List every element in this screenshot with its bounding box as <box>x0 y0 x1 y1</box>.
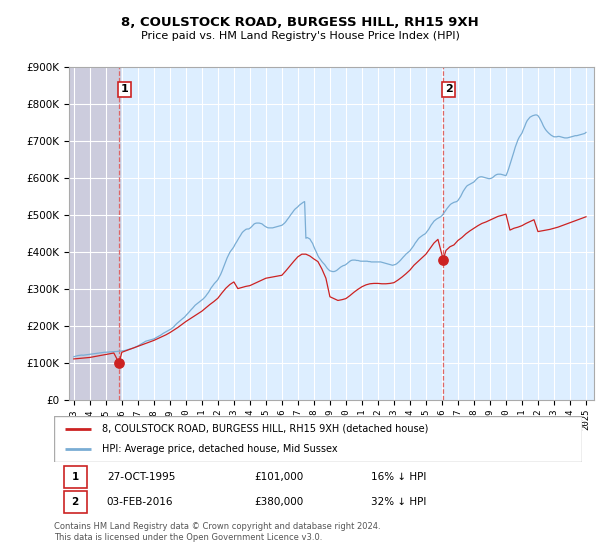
Text: £380,000: £380,000 <box>254 497 304 507</box>
Text: 32% ↓ HPI: 32% ↓ HPI <box>371 497 426 507</box>
Text: 2: 2 <box>71 497 79 507</box>
Bar <box>66 67 121 400</box>
Text: HPI: Average price, detached house, Mid Sussex: HPI: Average price, detached house, Mid … <box>101 444 337 454</box>
Text: 2: 2 <box>445 85 452 95</box>
FancyBboxPatch shape <box>64 466 87 488</box>
Text: Price paid vs. HM Land Registry's House Price Index (HPI): Price paid vs. HM Land Registry's House … <box>140 31 460 41</box>
Text: 1: 1 <box>71 472 79 482</box>
FancyBboxPatch shape <box>64 491 87 512</box>
Text: Contains HM Land Registry data © Crown copyright and database right 2024.
This d: Contains HM Land Registry data © Crown c… <box>54 522 380 542</box>
Text: 8, COULSTOCK ROAD, BURGESS HILL, RH15 9XH (detached house): 8, COULSTOCK ROAD, BURGESS HILL, RH15 9X… <box>101 424 428 434</box>
Point <box>439 255 448 264</box>
Text: £101,000: £101,000 <box>254 472 304 482</box>
FancyBboxPatch shape <box>54 416 582 462</box>
Text: 27-OCT-1995: 27-OCT-1995 <box>107 472 175 482</box>
Text: 03-FEB-2016: 03-FEB-2016 <box>107 497 173 507</box>
Point <box>114 358 124 367</box>
Text: 1: 1 <box>121 85 128 95</box>
Text: 16% ↓ HPI: 16% ↓ HPI <box>371 472 426 482</box>
Text: 8, COULSTOCK ROAD, BURGESS HILL, RH15 9XH: 8, COULSTOCK ROAD, BURGESS HILL, RH15 9X… <box>121 16 479 29</box>
